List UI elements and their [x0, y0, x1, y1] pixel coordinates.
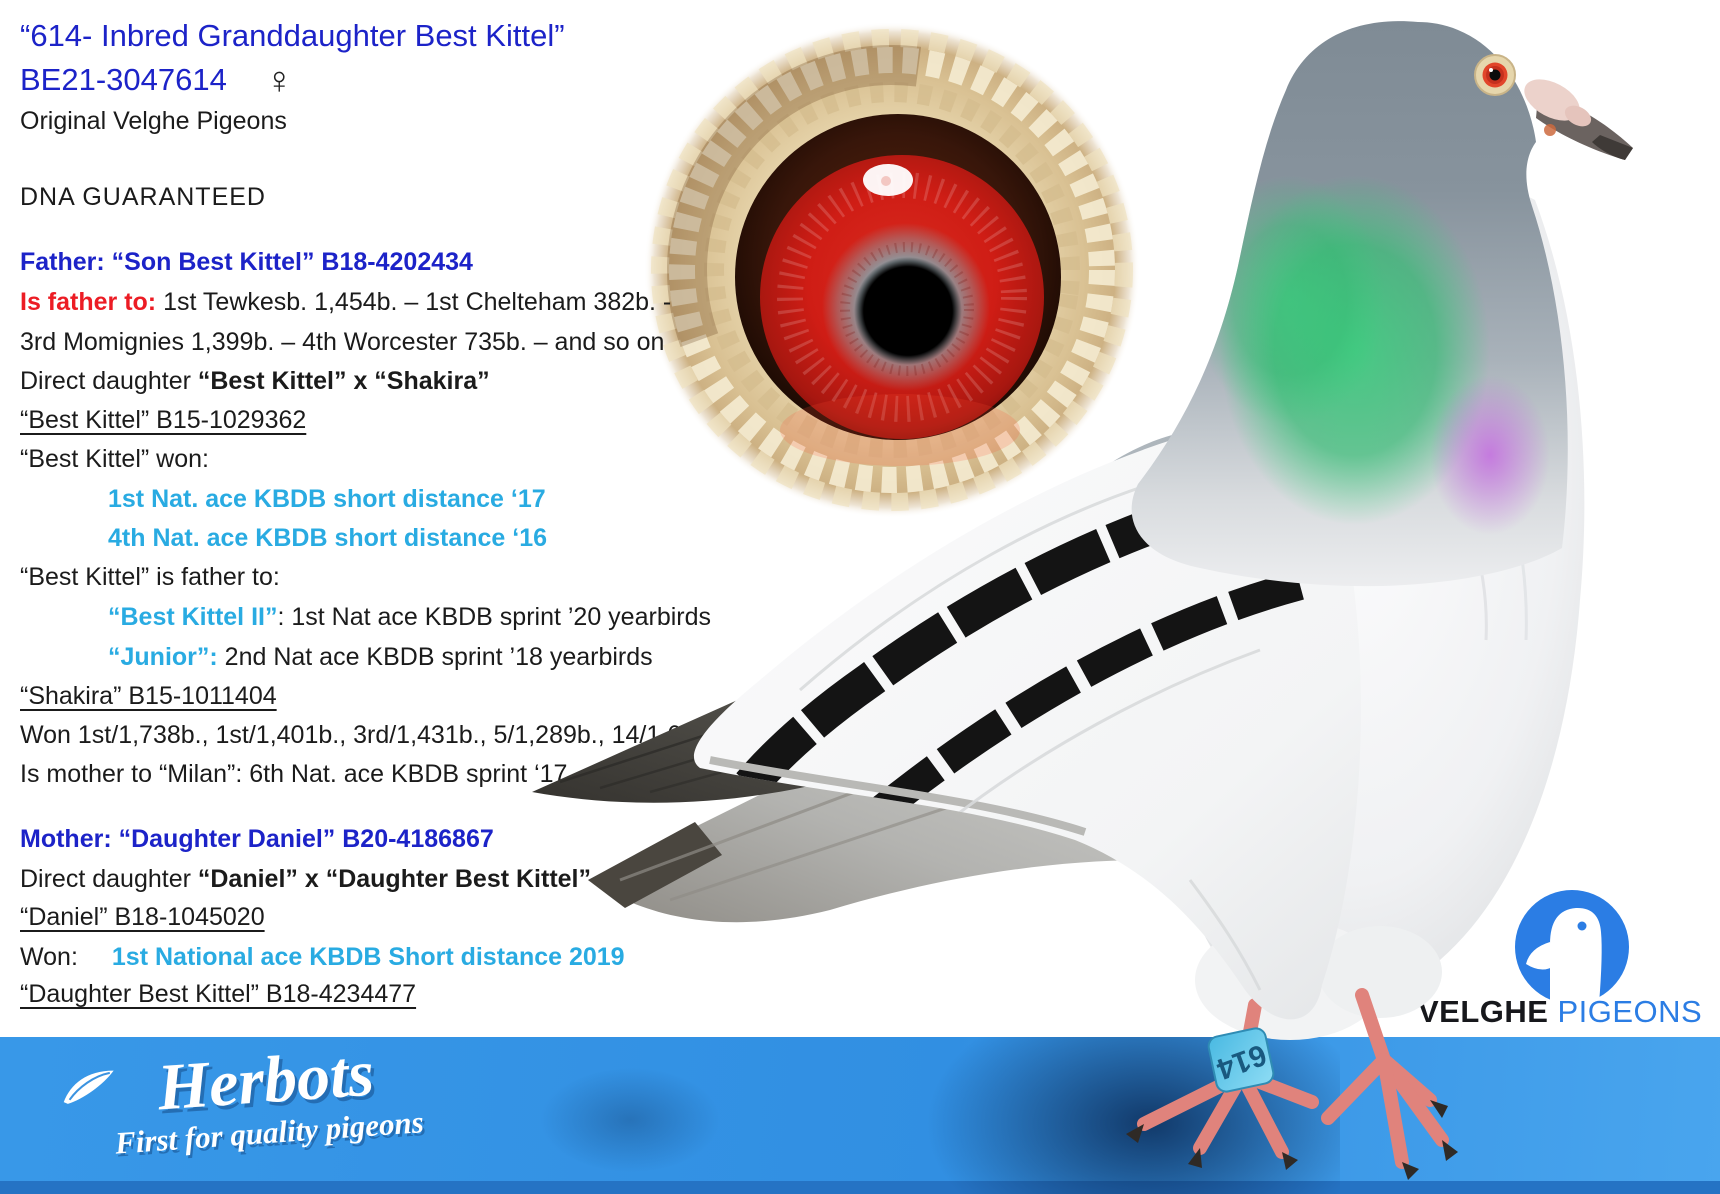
page-title-text: “614- Inbred Granddaughter Best Kittel”: [20, 18, 565, 53]
son2-name: “Junior”:: [108, 643, 218, 671]
mother-direct-daughter-prefix: Direct daughter: [20, 865, 198, 893]
iridescent-purple-patch: [1430, 375, 1550, 535]
pigeons-word: PIGEONS: [1557, 994, 1703, 1029]
pigeon-shadow: [840, 1037, 1340, 1194]
shakira-mother-line: Is mother to “Milan”: 6th Nat. ace KBDB …: [20, 760, 568, 788]
wing-bar-2: [786, 570, 1304, 897]
father-heading: Father: “Son Best Kittel” B18-4202434: [20, 248, 473, 276]
direct-daughter-prefix: Direct daughter: [20, 367, 198, 395]
best-kittel-father-to-line: “Best Kittel” is father to:: [20, 563, 280, 591]
pigeon-wattle: [1524, 79, 1580, 121]
is-father-to-label: Is father to:: [20, 288, 157, 316]
velghe-bird-logo-icon: [1515, 890, 1629, 1004]
herbots-logo: Herbots First for quality pigeons: [49, 1033, 485, 1165]
ring-number: BE21-3047614: [20, 62, 227, 97]
eye-pupil: [854, 257, 962, 365]
feather-icon: [63, 1070, 114, 1104]
son1-result: : 1st Nat ace KBDB sprint ’20 yearbirds: [277, 603, 712, 631]
mother-direct-daughter-pair: “Daniel” x “Daughter Best Kittel”: [197, 865, 592, 893]
page-title: “614- Inbred Granddaughter Best Kittel”: [20, 18, 565, 54]
father-direct-daughter-line: Direct daughter “Best Kittel” x “Shakira…: [20, 366, 490, 396]
pigeon-head-neck: [1131, 21, 1568, 587]
velghe-word: VELGHE: [1418, 994, 1549, 1029]
won-result: 1st National ace KBDB Short distance 201…: [111, 943, 625, 971]
dna-guaranteed-line: DNA GUARANTEED: [20, 183, 266, 211]
iridescent-green-patch: [1220, 175, 1490, 525]
pigeon-beak: [1536, 96, 1633, 160]
daniel-ring-line: “Daniel” B18-1045020: [20, 903, 265, 931]
son2-result: 2nd Nat ace KBDB sprint ’18 yearbirds: [217, 643, 653, 671]
mother-direct-daughter-line: Direct daughter “Daniel” x “Daughter Bes…: [20, 864, 591, 894]
origin-line: Original Velghe Pigeons: [20, 107, 287, 135]
father-results-1: 1st Tewkesb. 1,454b. – 1st Chelteham 382…: [156, 288, 672, 316]
mother-won-line: Won: 1st National ace KBDB Short distance…: [20, 942, 625, 972]
best-kittel-won-label: “Best Kittel” won:: [20, 445, 209, 473]
son2-line: “Junior”: 2nd Nat ace KBDB sprint ’18 ye…: [108, 642, 653, 672]
father-results-line2: 3rd Momignies 1,399b. – 4th Worcester 73…: [20, 328, 665, 356]
pigeon-eye-photo: [644, 22, 1140, 518]
best-kittel-ring-line: “Best Kittel” B15-1029362: [20, 406, 307, 434]
wing-bar-1: [736, 472, 1275, 797]
direct-daughter-pair: “Best Kittel” x “Shakira”: [197, 367, 490, 395]
shakira-won-line: Won 1st/1,738b., 1st/1,401b., 3rd/1,431b…: [20, 721, 730, 749]
shakira-ring-line: “Shakira” B15-1011404: [20, 682, 277, 710]
pigeon-head-eye: [1474, 54, 1516, 96]
ace-result-1: 1st Nat. ace KBDB short distance ‘17: [108, 485, 546, 513]
pigeon-tail-dark: [532, 608, 1155, 803]
pigeon-thigh: [1195, 920, 1385, 1040]
son1-line: “Best Kittel II”: 1st Nat ace KBDB sprin…: [108, 602, 711, 632]
mother-heading: Mother: “Daughter Daniel” B20-4186867: [20, 825, 494, 853]
tail-shadow: [510, 1050, 750, 1190]
female-symbol-icon: ♀: [264, 60, 294, 102]
ring-number-line: BE21-3047614 ♀: [20, 60, 293, 100]
won-label: Won:: [20, 943, 78, 971]
ace-result-2: 4th Nat. ace KBDB short distance ‘16: [108, 524, 548, 552]
velghe-wordmark: VELGHE PIGEONS: [1418, 994, 1718, 1030]
father-results-line1: Is father to: 1st Tewkesb. 1,454b. – 1st…: [20, 287, 671, 317]
daughter-best-kittel-ring-line: “Daughter Best Kittel” B18-4234477: [20, 980, 417, 1008]
son1-name: “Best Kittel II”: [108, 603, 278, 631]
